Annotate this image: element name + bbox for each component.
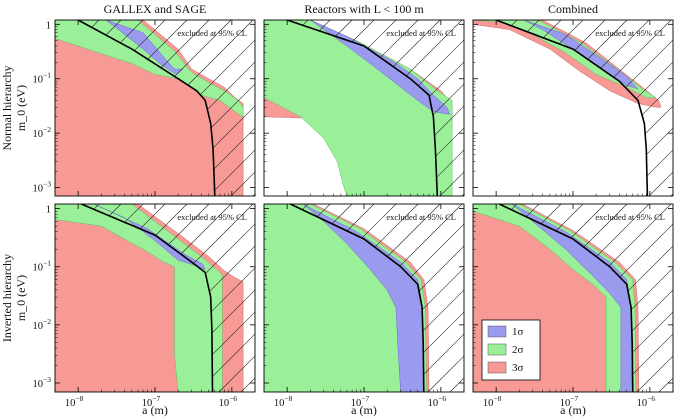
annotation-excluded: excluded at 95% CL: [177, 28, 247, 38]
panel-normal-hierarchy-reactors-with-l-100-m: [264, 20, 464, 196]
legend-label-3sigma: 3σ: [512, 362, 524, 374]
region-2sigma: [264, 20, 453, 196]
row-label-normal-hierarchy: Normal hierarchy: [0, 66, 14, 151]
region-2sigma: [55, 204, 223, 392]
y-tick-label: 10−3: [33, 375, 52, 390]
x-axis-label-col3: a (m): [560, 403, 586, 417]
column-title-combined: Combined: [548, 2, 598, 16]
annotation-excluded: excluded at 95% CL: [595, 212, 665, 222]
legend-swatch-1sigma: [487, 325, 507, 338]
region-3sigma: [55, 20, 244, 196]
hatch-line: [614, 204, 673, 392]
exclusion-bound-curve: [77, 20, 216, 196]
exclusion-bound-curve: [495, 20, 649, 196]
y-tick-label: 10−2: [33, 317, 52, 332]
column-title-gallex-sage: GALLEX and SAGE: [104, 2, 207, 16]
hatch-line: [78, 20, 166, 196]
exclusion-bound-curve: [498, 204, 634, 392]
x-tick-exponent: −7: [570, 394, 578, 403]
hatch-line: [405, 204, 464, 392]
exclusion-bound-curve: [289, 204, 425, 392]
region-1sigma: [302, 204, 425, 392]
x-tick-exponent: −7: [152, 394, 160, 403]
hatch-line: [636, 204, 673, 392]
column-title-reactors: Reactors with L < 100 m: [304, 2, 424, 16]
x-tick-label: 10−6: [219, 394, 238, 409]
panel-normal-hierarchy-combined: [473, 20, 673, 196]
hatch-line: [186, 20, 255, 196]
y-tick-exponent: −1: [43, 259, 51, 268]
legend-swatch-2sigma: [487, 343, 507, 356]
region-2sigma: [264, 204, 427, 392]
y-tick-label: 10−3: [33, 180, 52, 195]
y-tick-exponent: −2: [43, 125, 51, 134]
hatch-line: [427, 204, 464, 392]
panel-inverted-hierarchy-gallex-and-sage: [55, 204, 255, 392]
y-tick-label: 1: [46, 205, 51, 216]
panel-inverted-hierarchy-reactors-with-l-100-m: [264, 204, 464, 392]
hatch-line: [208, 20, 255, 196]
hatch-line: [218, 204, 255, 392]
x-tick-exponent: −6: [438, 394, 446, 403]
y-tick-label: 10−1: [33, 71, 52, 86]
x-tick-label: 10−8: [483, 394, 502, 409]
x-tick-label: 10−6: [637, 394, 656, 409]
hatch-line: [196, 204, 255, 392]
x-tick-exponent: −6: [647, 394, 655, 403]
x-axis-label-col1: a (m): [142, 403, 168, 417]
annotation-excluded: excluded at 95% CL: [386, 212, 456, 222]
panel-normal-hierarchy-gallex-and-sage: [55, 20, 255, 196]
y-tick-exponent: −1: [43, 71, 51, 80]
x-tick-exponent: −8: [75, 394, 83, 403]
annotation-excluded: excluded at 95% CL: [386, 28, 456, 38]
row-label-inverted-hierarchy: Inverted hierarchy: [0, 254, 14, 342]
y-tick-exponent: −3: [43, 375, 51, 384]
y-tick-label: 1: [46, 20, 51, 31]
annotation-excluded: excluded at 95% CL: [595, 28, 665, 38]
y-tick-exponent: −3: [43, 180, 51, 189]
x-tick-exponent: −7: [361, 394, 369, 403]
x-tick-label: 10−6: [428, 394, 447, 409]
x-tick-exponent: −6: [229, 394, 237, 403]
exclusion-bound-curve: [286, 20, 439, 196]
region-1sigma: [511, 204, 633, 392]
region-1sigma: [310, 20, 450, 115]
legend-label-1sigma: 1σ: [512, 326, 524, 338]
y-tick-exponent: −2: [43, 317, 51, 326]
annotation-excluded: excluded at 95% CL: [177, 212, 247, 222]
hatch-line: [626, 20, 673, 196]
region-3sigma: [473, 20, 662, 108]
y-axis-label-normal: m_0 (eV): [14, 85, 28, 131]
panels-group: excluded at 95% CL 1 10−1 10−2 10−3 excluded …: [33, 19, 674, 409]
exclusion-bound-curve: [80, 204, 214, 392]
region-2sigma: [473, 204, 637, 392]
x-tick-exponent: −8: [493, 394, 501, 403]
legend-swatch-3sigma: [487, 361, 507, 374]
x-tick-label: 10−8: [65, 394, 84, 409]
y-tick-label: 10−2: [33, 125, 52, 140]
legend-label-2sigma: 2σ: [512, 344, 524, 356]
x-tick-label: 10−8: [274, 394, 293, 409]
y-tick-label: 10−1: [33, 259, 52, 274]
hatch-line: [417, 20, 464, 196]
x-axis-label-col2: a (m): [351, 403, 377, 417]
x-tick-exponent: −8: [284, 394, 292, 403]
y-axis-label-inverted: m_0 (eV): [14, 275, 28, 321]
legend: 1σ 2σ 3σ: [481, 319, 541, 381]
